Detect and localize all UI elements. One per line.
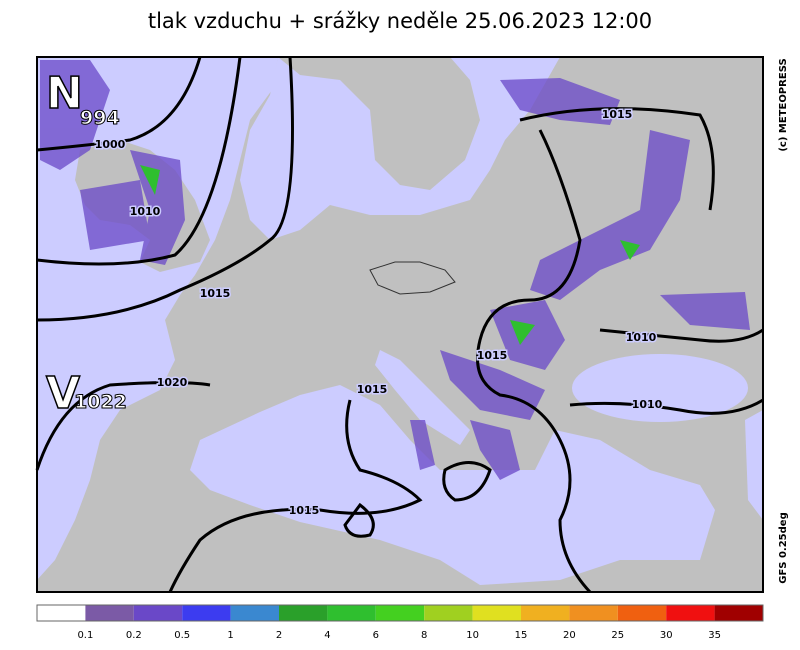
colorbar-label: 15: [515, 630, 528, 641]
colorbar-swatch: [279, 605, 328, 621]
low-letter: N: [46, 68, 83, 119]
isobar-label: 1010: [632, 398, 663, 411]
high-letter: V: [46, 368, 80, 419]
map: 1000 1010 1015 1020 1015 1015 1015 1015 1010 1010…: [35, 56, 764, 594]
high-value: 1022: [74, 391, 127, 413]
isobar-label: 1015: [602, 108, 633, 121]
colorbar-label: 0.2: [126, 630, 142, 641]
colorbar-swatch: [521, 605, 570, 621]
colorbar: 0.1 0.2 0.5 1 2 4 6 8 10 15 20 25 30 35: [36, 604, 764, 641]
colorbar-swatch: [424, 605, 473, 621]
colorbar-label: 6: [373, 630, 379, 641]
colorbar-label: 25: [611, 630, 624, 641]
colorbar-label: 35: [708, 630, 721, 641]
colorbar-label: 30: [660, 630, 673, 641]
colorbar-label: 8: [421, 630, 427, 641]
colorbar-swatch: [617, 605, 667, 621]
caspian: [745, 410, 763, 520]
isobar-label: 1010: [130, 205, 161, 218]
precipitation: [40, 60, 750, 480]
isobar-label: 1020: [157, 376, 188, 389]
model-info: GFS 0.25deg: [778, 512, 789, 584]
colorbar-swatch: [85, 605, 134, 621]
credit: (c) METEOPRESS: [778, 58, 789, 151]
precipitation-heavy: [140, 165, 640, 345]
isobar-label: 1000: [95, 138, 126, 151]
isobar-label: 1015: [357, 383, 388, 396]
colorbar-label: 20: [563, 630, 576, 641]
colorbar-label: 1: [227, 630, 233, 641]
low-value: 994: [80, 107, 120, 129]
colorbar-swatch: [182, 605, 231, 621]
czech-border: [369, 261, 456, 295]
colorbar-label: 0.1: [77, 630, 93, 641]
north-baltic-sea: [240, 57, 560, 240]
colorbar-swatch: [569, 605, 618, 621]
isobar-label-group: 1000 1010 1015 1020 1015 1015 1015 1015 1010 1010: [93, 107, 664, 519]
colorbar-swatch: [666, 605, 715, 621]
colorbar-swatch: [375, 605, 425, 621]
colorbar-swatch: [37, 605, 86, 621]
adriatic: [375, 350, 470, 445]
colorbar-label: 0.5: [174, 630, 190, 641]
colorbar-swatch: [133, 605, 183, 621]
title: tlak vzduchu + srážky neděle 25.06.2023 …: [148, 9, 652, 33]
colorbar-swatch: [230, 605, 279, 621]
map-frame: [36, 56, 764, 593]
colorbar-swatch: [327, 605, 376, 621]
colorbar-label: 2: [276, 630, 282, 641]
colorbar-label: 4: [324, 630, 330, 641]
colorbar-label: 10: [466, 630, 479, 641]
mediterranean: [190, 385, 715, 585]
colorbar-swatch: [472, 605, 521, 621]
isobars: [35, 56, 764, 594]
isobar-label: 1015: [477, 349, 508, 362]
colorbar-frame: [36, 604, 764, 622]
isobar-label: 1015: [289, 504, 320, 517]
isobar-label: 1010: [626, 331, 657, 344]
colorbar-swatch: [714, 605, 763, 621]
isobar-label: 1015: [200, 287, 231, 300]
